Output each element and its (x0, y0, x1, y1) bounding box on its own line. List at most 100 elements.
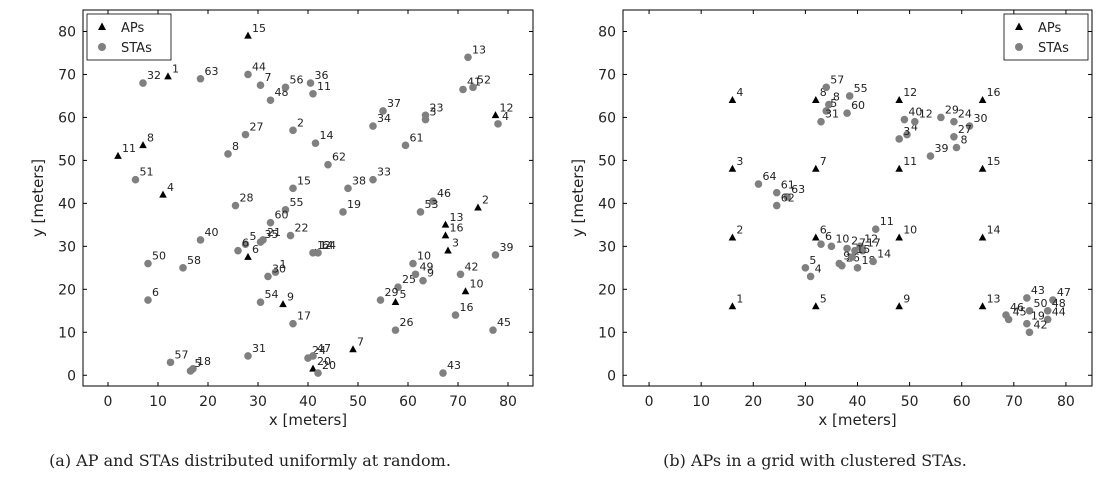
sta-marker (409, 259, 417, 268)
plot-frame (82, 9, 534, 387)
x-axis-label: x [meters] (269, 411, 347, 429)
sta-label: 48 (1052, 297, 1066, 310)
sta-marker (429, 197, 437, 206)
ap-marker (441, 231, 450, 239)
x-tick-label: 50 (901, 394, 919, 410)
ap-label: 1 (736, 293, 743, 306)
sta-label: 43 (1031, 284, 1045, 297)
sta-marker (244, 352, 252, 360)
sta-marker (926, 152, 935, 160)
sta-label: 5 (250, 230, 257, 243)
sta-label: 10 (417, 250, 431, 263)
sta-label: 56 (290, 73, 304, 86)
sta-marker (234, 246, 242, 255)
ap-label: 10 (903, 224, 917, 237)
legend-label: STAs (121, 41, 152, 56)
sta-label: 29 (945, 103, 959, 116)
ap-label: 1 (172, 63, 179, 76)
sta-label: 62 (332, 151, 346, 164)
x-tick-label: 20 (744, 394, 762, 410)
sta-label: 27 (958, 123, 972, 136)
ap-label: 10 (470, 277, 484, 290)
y-tick-label: 80 (598, 24, 616, 40)
x-tick-label: 40 (299, 394, 317, 410)
sta-marker (266, 96, 275, 105)
ap-label: 16 (450, 222, 464, 235)
sta-marker (950, 117, 958, 126)
sta-label: 40 (908, 106, 922, 119)
sta-marker (131, 175, 140, 184)
sta-marker (271, 268, 280, 276)
sta-label: 45 (1013, 305, 1027, 318)
sta-label: 52 (477, 73, 491, 86)
x-tick-label: 60 (953, 394, 971, 410)
sta-marker (394, 283, 402, 291)
sta-label: 34 (377, 112, 391, 125)
ap-marker (728, 96, 737, 104)
legend-ap-icon (98, 22, 106, 30)
sta-label: 21 (267, 226, 281, 239)
y-tick-label: 20 (598, 282, 616, 298)
ap-marker (895, 96, 903, 104)
ap-marker (728, 233, 737, 241)
legend-label: STAs (1038, 41, 1069, 56)
ap-label: 7 (357, 335, 364, 348)
ap-label: 8 (147, 131, 154, 144)
ap-marker (978, 164, 987, 172)
y-tick-label: 10 (58, 325, 76, 341)
ap-label: 20 (317, 355, 331, 368)
sta-label: 58 (187, 254, 201, 267)
sta-marker (264, 272, 272, 281)
sta-label: 15 (297, 174, 311, 187)
sta-marker (196, 236, 205, 244)
legend-sta-icon (98, 43, 106, 51)
sta-label: 30 (974, 112, 988, 125)
sta-marker (806, 272, 815, 281)
ap-marker (164, 72, 172, 80)
ap-marker (728, 164, 737, 172)
legend-box (86, 13, 172, 61)
sta-label: 3 (903, 125, 910, 138)
sta-label: 42 (465, 260, 479, 273)
x-tick-label: 10 (692, 394, 710, 410)
x-tick-label: 40 (849, 394, 867, 410)
sta-label: 39 (934, 142, 948, 155)
ap-label: 5 (400, 288, 407, 301)
x-tick-label: 20 (199, 394, 217, 410)
sta-marker (379, 107, 387, 115)
legend-sta-icon (1015, 43, 1023, 51)
legend-label: APs (121, 21, 145, 36)
ap-marker (812, 96, 820, 104)
sta-label: 14 (320, 129, 334, 142)
sta-marker (344, 184, 352, 193)
ap-label: 3 (452, 237, 459, 250)
sta-label: 6 (242, 237, 249, 250)
sta-marker (858, 246, 867, 255)
sta-label: 55 (290, 196, 304, 209)
ap-label: 9 (287, 290, 294, 303)
sta-label: 10 (835, 232, 849, 245)
sta-marker (1043, 315, 1052, 324)
sta-label: 57 (830, 73, 844, 86)
sta-marker (464, 53, 472, 62)
ap-label: 6 (252, 243, 259, 256)
sta-label: 64 (762, 170, 776, 183)
y-tick-label: 10 (598, 325, 616, 341)
sta-label: 31 (252, 342, 266, 355)
y-tick-label: 0 (67, 368, 76, 384)
sta-marker (416, 208, 425, 216)
sta-marker (783, 193, 791, 201)
ap-label: 12 (903, 86, 917, 99)
sta-marker (166, 358, 175, 367)
sta-marker (772, 201, 781, 210)
ap-label: 4 (167, 181, 174, 194)
sta-label: 17 (297, 310, 311, 323)
y-tick-label: 20 (58, 282, 76, 298)
sta-marker (451, 311, 460, 319)
sta-marker (311, 139, 320, 148)
sta-label: 50 (1033, 297, 1047, 310)
ap-marker (349, 345, 357, 353)
ap-label: 2 (736, 224, 743, 237)
sta-label: 4 (815, 262, 822, 275)
sta-marker (309, 352, 317, 360)
